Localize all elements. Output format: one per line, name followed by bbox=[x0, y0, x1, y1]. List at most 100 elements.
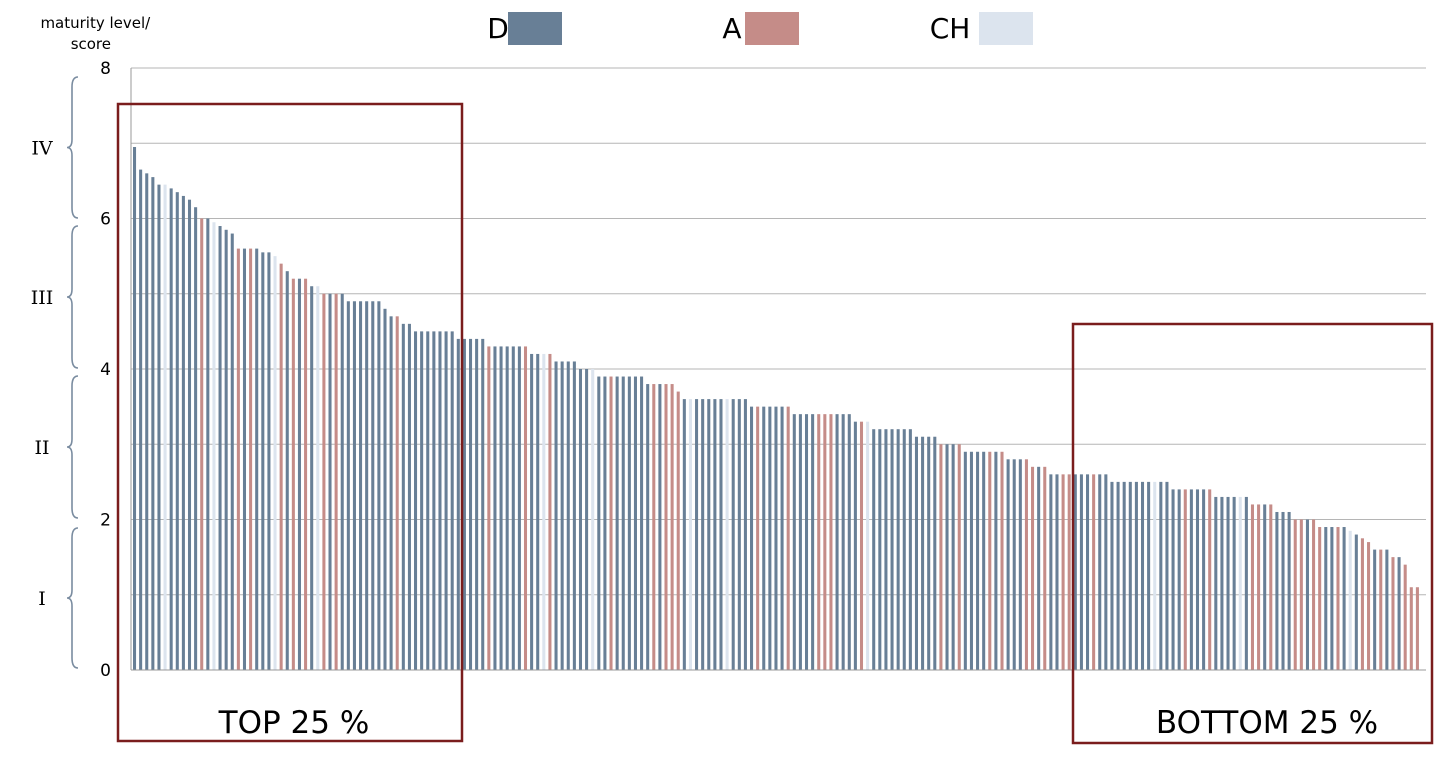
bar bbox=[1140, 481, 1145, 671]
bar bbox=[572, 361, 576, 670]
bar bbox=[414, 331, 418, 671]
bar bbox=[829, 414, 833, 670]
bar bbox=[603, 376, 607, 670]
bar bbox=[1098, 474, 1102, 670]
bar bbox=[878, 429, 882, 670]
level-brace bbox=[66, 375, 79, 519]
bar bbox=[1330, 527, 1334, 670]
bar bbox=[1165, 481, 1169, 671]
bar bbox=[774, 406, 778, 671]
bar bbox=[444, 331, 448, 671]
bar bbox=[432, 331, 436, 671]
bar bbox=[291, 278, 295, 670]
bar bbox=[688, 399, 692, 670]
bar bbox=[945, 444, 949, 670]
bar bbox=[328, 293, 332, 670]
bar bbox=[426, 331, 430, 671]
bar bbox=[1049, 474, 1053, 670]
bar bbox=[1171, 489, 1175, 670]
bar bbox=[383, 308, 387, 670]
bar bbox=[261, 252, 265, 671]
bar bbox=[1116, 481, 1120, 671]
bar bbox=[762, 406, 766, 671]
bar bbox=[438, 331, 442, 671]
bar bbox=[969, 451, 973, 670]
bar bbox=[194, 207, 198, 670]
bar bbox=[731, 399, 735, 670]
bar bbox=[548, 353, 552, 670]
bar bbox=[1122, 481, 1126, 671]
bar bbox=[285, 271, 289, 670]
legend-swatch bbox=[745, 12, 799, 45]
bar bbox=[884, 429, 888, 670]
bar bbox=[236, 248, 240, 670]
bar bbox=[401, 323, 405, 670]
bar bbox=[255, 248, 259, 670]
bar bbox=[1006, 459, 1010, 670]
bar bbox=[609, 376, 613, 670]
bar bbox=[896, 429, 900, 670]
bar bbox=[1318, 527, 1322, 670]
bar bbox=[1189, 489, 1193, 670]
legend: D A CH bbox=[487, 12, 1033, 45]
bar bbox=[450, 331, 454, 671]
bar bbox=[1232, 496, 1236, 670]
bar bbox=[297, 278, 301, 670]
bar bbox=[242, 248, 247, 670]
bar bbox=[1269, 504, 1273, 670]
bar bbox=[902, 429, 906, 670]
bar bbox=[578, 369, 583, 670]
bar bbox=[456, 338, 460, 670]
bar bbox=[1263, 504, 1267, 670]
bar bbox=[517, 346, 521, 670]
bar bbox=[866, 421, 870, 670]
bar bbox=[792, 414, 796, 670]
bar bbox=[1110, 481, 1114, 671]
legend-label: A bbox=[722, 12, 741, 45]
bar bbox=[1073, 474, 1077, 670]
bar bbox=[1324, 527, 1328, 670]
bar bbox=[273, 256, 277, 671]
bar bbox=[249, 248, 253, 670]
bar bbox=[511, 346, 515, 670]
bar bbox=[951, 444, 955, 670]
bar bbox=[322, 293, 326, 670]
bar bbox=[994, 451, 998, 670]
bar bbox=[1415, 587, 1419, 670]
bar bbox=[933, 436, 937, 670]
bar bbox=[224, 229, 228, 671]
bar bbox=[157, 184, 161, 670]
bar bbox=[505, 346, 509, 670]
bar bbox=[310, 286, 314, 670]
bar bbox=[1220, 496, 1224, 670]
bar bbox=[169, 188, 173, 670]
bar bbox=[1031, 466, 1035, 670]
bar bbox=[1079, 474, 1083, 670]
bar bbox=[1336, 527, 1340, 670]
y-tick-label: 6 bbox=[100, 210, 111, 230]
bar bbox=[346, 301, 350, 670]
bar bbox=[633, 376, 637, 670]
bar bbox=[1055, 474, 1059, 670]
bars bbox=[133, 147, 1419, 671]
bar bbox=[823, 414, 827, 670]
bar bbox=[218, 226, 222, 670]
bar bbox=[1061, 474, 1065, 670]
bar bbox=[560, 361, 564, 670]
bar bbox=[377, 301, 381, 670]
bar bbox=[1275, 511, 1279, 670]
bar bbox=[334, 293, 338, 670]
bar bbox=[676, 391, 680, 670]
bar bbox=[139, 169, 143, 670]
y-axis-label: maturity level/ score bbox=[40, 14, 155, 53]
bar bbox=[1354, 534, 1358, 670]
bar bbox=[1012, 459, 1016, 670]
bar bbox=[640, 376, 644, 670]
bar bbox=[1373, 549, 1377, 670]
bar bbox=[695, 399, 699, 670]
bar bbox=[988, 451, 992, 670]
bar bbox=[811, 414, 815, 670]
bar bbox=[175, 192, 179, 670]
bar bbox=[1312, 519, 1316, 670]
